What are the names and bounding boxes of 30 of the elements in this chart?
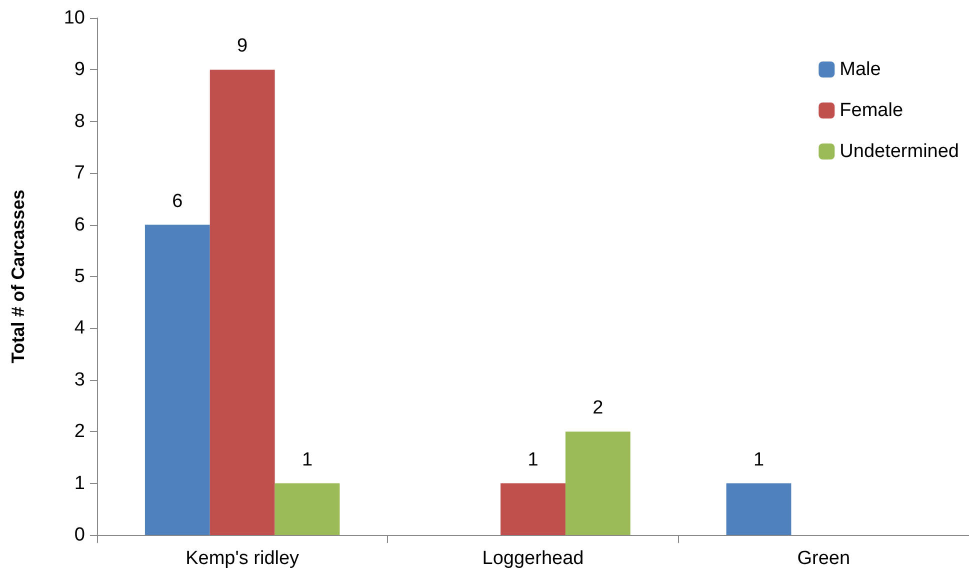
y-tick-label: 4 xyxy=(74,318,86,339)
y-tick-label: 6 xyxy=(74,214,85,236)
bar xyxy=(274,483,340,535)
y-tick-label: 1 xyxy=(74,472,85,494)
y-tick-label: 8 xyxy=(74,110,85,132)
y-tick-label: 2 xyxy=(74,421,85,442)
y-tick-label: 10 xyxy=(64,8,85,28)
data-label: 2 xyxy=(592,398,604,419)
data-label: 1 xyxy=(528,449,538,470)
legend-label: Undetermined xyxy=(840,141,959,162)
y-tick-label: 3 xyxy=(74,369,85,390)
bar xyxy=(565,432,630,535)
bar xyxy=(144,224,210,535)
x-tick-label: Loggerhead xyxy=(482,548,584,569)
x-tick-label: Kemp's ridley xyxy=(186,548,300,569)
data-label: 9 xyxy=(237,36,248,57)
y-tick-label: 5 xyxy=(74,266,85,287)
data-label: 1 xyxy=(302,449,313,470)
legend-label: Male xyxy=(840,59,881,80)
data-label: 1 xyxy=(753,449,764,470)
data-label: 6 xyxy=(172,190,183,212)
x-tick-label: Green xyxy=(797,548,850,569)
y-tick-label: 9 xyxy=(74,59,85,80)
bar xyxy=(500,483,566,535)
bar xyxy=(726,483,792,535)
bar xyxy=(210,70,275,535)
y-axis-title: Total # of Carcasses xyxy=(8,190,28,364)
y-tick-label: 7 xyxy=(74,162,85,184)
legend-label: Female xyxy=(840,100,904,121)
y-tick-label: 0 xyxy=(74,524,85,546)
